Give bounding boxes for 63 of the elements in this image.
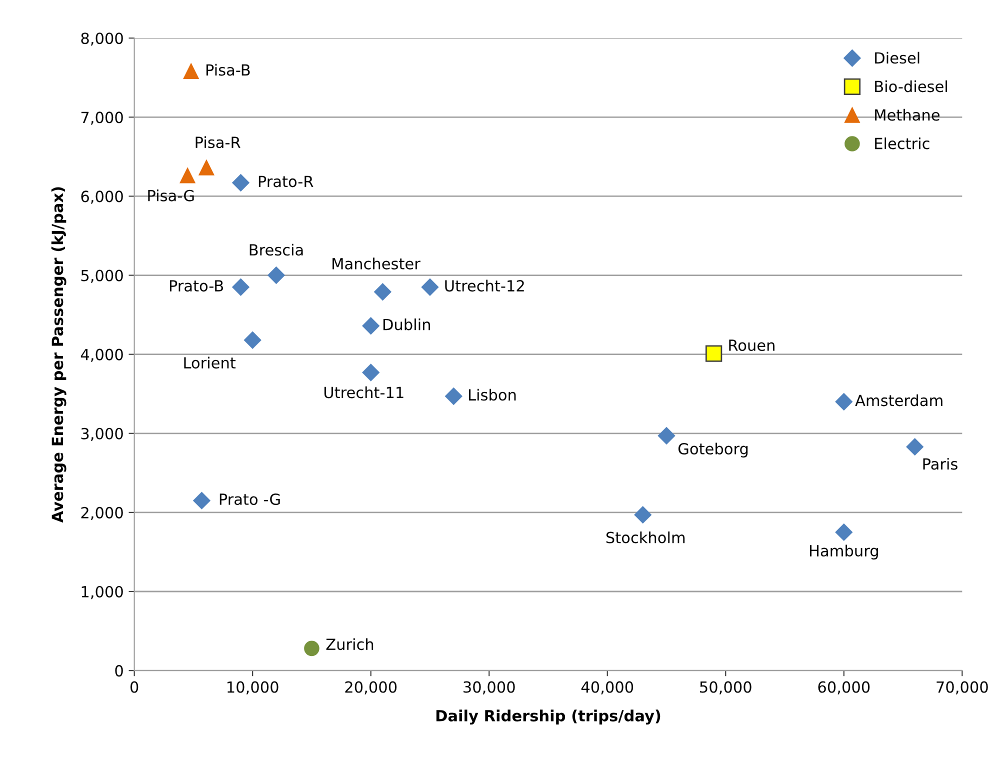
point xyxy=(835,524,852,541)
point xyxy=(445,388,462,405)
point xyxy=(232,278,250,296)
annotation: Prato-B xyxy=(170,280,224,292)
annotation: Utrecht-11 xyxy=(324,386,404,398)
annotation: Hamburg xyxy=(810,544,878,560)
annotation: Brescia xyxy=(250,244,303,256)
point xyxy=(362,364,380,382)
legend-label: Electric xyxy=(875,137,930,150)
annotation: Goteborg xyxy=(678,442,748,458)
point xyxy=(268,266,285,284)
annotation: Prato-R xyxy=(258,176,314,188)
x-tick-label: 50,000 xyxy=(700,681,752,694)
x-tick-label: 20,000 xyxy=(345,681,397,694)
annotation: Prato -G xyxy=(220,493,280,506)
y-tick-label: 2,000 xyxy=(81,506,123,520)
annotation: Amsterdam xyxy=(855,394,942,406)
y-tick-label: 3,000 xyxy=(81,428,123,441)
y-tick-label: 7,000 xyxy=(81,112,123,125)
y-axis-title: Average Energy per Passenger (kJ/pax) xyxy=(51,187,66,523)
annotation: Zurich xyxy=(326,638,374,650)
point xyxy=(658,427,676,444)
annotation: Utrecht-12 xyxy=(445,280,524,292)
y-tick-label: 5,000 xyxy=(81,270,123,283)
point xyxy=(835,393,852,410)
annotation: Rouen xyxy=(729,340,774,352)
point xyxy=(180,168,196,184)
point xyxy=(421,278,439,296)
x-tick-label: 70,000 xyxy=(936,681,988,694)
x-tick-label: 40,000 xyxy=(581,681,634,694)
annotation: Pisa-B xyxy=(206,64,250,76)
point xyxy=(362,317,380,334)
y-tick-label: 1,000 xyxy=(82,586,123,600)
annotation: Lisbon xyxy=(469,388,516,401)
x-tick-label: 60,000 xyxy=(818,681,870,694)
legend-label: Methane xyxy=(875,108,940,121)
legend-label: Diesel xyxy=(875,52,920,64)
point xyxy=(183,64,199,79)
point xyxy=(304,640,320,656)
point xyxy=(244,332,262,349)
point xyxy=(193,492,210,510)
annotation: Pisa-R xyxy=(196,136,240,148)
point xyxy=(634,506,652,524)
x-axis-title: Daily Ridership (trips/day) xyxy=(436,710,660,725)
annotation: Stockholm xyxy=(606,531,685,544)
annotation: Dublin xyxy=(383,318,430,330)
point xyxy=(232,174,250,192)
x-tick-label: 10,000 xyxy=(228,681,278,694)
point xyxy=(906,438,924,456)
annotation: Paris xyxy=(923,458,958,470)
annotation: Manchester xyxy=(332,258,420,270)
annotation: Lorient xyxy=(184,356,236,369)
point xyxy=(705,345,722,362)
point xyxy=(198,160,214,176)
point xyxy=(374,283,392,300)
annotation: Pisa-G xyxy=(148,190,194,202)
y-tick-label: 0 xyxy=(115,665,123,677)
x-tick-label: 0 xyxy=(130,681,138,693)
y-tick-label: 4,000 xyxy=(80,348,123,362)
x-tick-label: 30,000 xyxy=(464,681,515,694)
legend-label: Bio-diesel xyxy=(875,80,947,92)
y-tick-label: 8,000 xyxy=(81,32,123,46)
y-tick-label: 6,000 xyxy=(81,190,123,204)
